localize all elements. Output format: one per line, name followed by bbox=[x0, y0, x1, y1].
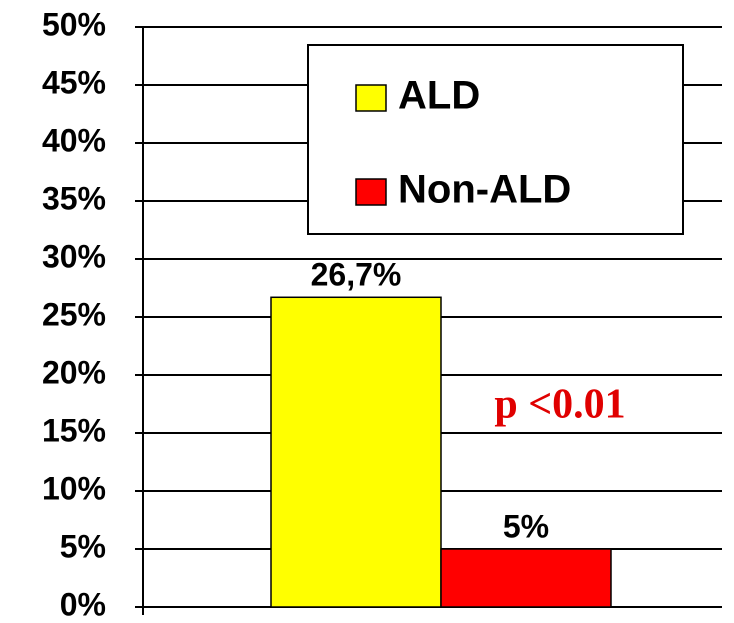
y-tick-label: 50% bbox=[42, 6, 106, 42]
legend-swatch bbox=[355, 178, 387, 206]
y-tick-label: 25% bbox=[42, 296, 106, 332]
y-tick-label: 35% bbox=[42, 180, 106, 216]
y-tick-label: 15% bbox=[42, 412, 106, 448]
y-tick-label: 20% bbox=[42, 354, 106, 390]
value-label: 5% bbox=[503, 508, 549, 544]
legend-swatch bbox=[355, 84, 387, 112]
y-tick-label: 10% bbox=[42, 470, 106, 506]
y-tick-label: 0% bbox=[60, 586, 106, 622]
y-tick-label: 45% bbox=[42, 64, 106, 100]
y-tick-label: 40% bbox=[42, 122, 106, 158]
value-label: 26,7% bbox=[311, 257, 402, 293]
bar bbox=[270, 296, 442, 608]
y-tick-label: 30% bbox=[42, 238, 106, 274]
y-tick-label: 5% bbox=[60, 528, 106, 564]
legend-label: ALD bbox=[398, 74, 480, 118]
annotation: p <0.01 bbox=[494, 382, 625, 428]
legend-label: Non-ALD bbox=[398, 168, 571, 212]
bar bbox=[440, 548, 612, 608]
